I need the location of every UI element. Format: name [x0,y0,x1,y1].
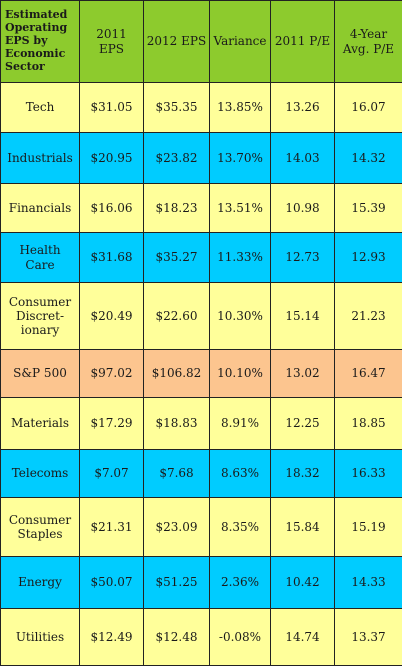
cell-4yr-avg-pe: 21.23 [335,283,402,350]
cell-2011-eps: $31.68 [80,233,144,283]
cell-2012-eps: $18.83 [144,398,210,450]
header-2012-eps: 2012 EPS [144,1,210,83]
cell-4yr-avg-pe: 15.39 [335,184,402,233]
cell-2012-eps: $7.68 [144,450,210,498]
cell-sector: Consumer Discret- ionary [1,283,80,350]
cell-4yr-avg-pe: 14.33 [335,557,402,609]
cell-2011-eps: $20.95 [80,133,144,184]
header-2011-eps: 2011 EPS [80,1,144,83]
cell-4yr-avg-pe: 16.33 [335,450,402,498]
table-row-total: S&P 500 $97.02 $106.82 10.10% 13.02 16.4… [1,350,402,398]
cell-sector: S&P 500 [1,350,80,398]
cell-2011-eps: $31.05 [80,83,144,133]
cell-2012-eps: $35.35 [144,83,210,133]
cell-sector: Health Care [1,233,80,283]
cell-sector: Financials [1,184,80,233]
cell-sector: Utilities [1,609,80,666]
cell-variance: 8.35% [210,498,271,557]
cell-2011-pe: 10.98 [271,184,335,233]
table-row: Consumer Discret- ionary $20.49 $22.60 1… [1,283,402,350]
cell-sector: Materials [1,398,80,450]
table-row: Energy $50.07 $51.25 2.36% 10.42 14.33 [1,557,402,609]
cell-2011-pe: 12.25 [271,398,335,450]
cell-2011-pe: 15.14 [271,283,335,350]
cell-2011-eps: $50.07 [80,557,144,609]
cell-2011-pe: 14.74 [271,609,335,666]
cell-2012-eps: $18.23 [144,184,210,233]
cell-2011-eps: $97.02 [80,350,144,398]
cell-2012-eps: $23.82 [144,133,210,184]
cell-4yr-avg-pe: 14.32 [335,133,402,184]
cell-2011-pe: 15.84 [271,498,335,557]
cell-4yr-avg-pe: 18.85 [335,398,402,450]
cell-2012-eps: $106.82 [144,350,210,398]
cell-4yr-avg-pe: 16.47 [335,350,402,398]
cell-2012-eps: $23.09 [144,498,210,557]
table-row: Consumer Staples $21.31 $23.09 8.35% 15.… [1,498,402,557]
table-row: Health Care $31.68 $35.27 11.33% 12.73 1… [1,233,402,283]
cell-4yr-avg-pe: 13.37 [335,609,402,666]
cell-2011-eps: $17.29 [80,398,144,450]
header-sector: Estimated Operating EPS by Economic Sect… [1,1,80,83]
cell-4yr-avg-pe: 15.19 [335,498,402,557]
cell-2011-pe: 13.26 [271,83,335,133]
table-row: Financials $16.06 $18.23 13.51% 10.98 15… [1,184,402,233]
cell-2011-eps: $7.07 [80,450,144,498]
table-row: Telecoms $7.07 $7.68 8.63% 18.32 16.33 [1,450,402,498]
cell-2011-eps: $21.31 [80,498,144,557]
cell-sector: Telecoms [1,450,80,498]
cell-variance: 10.30% [210,283,271,350]
table-header-row: Estimated Operating EPS by Economic Sect… [1,1,402,83]
cell-sector: Consumer Staples [1,498,80,557]
table-row: Utilities $12.49 $12.48 -0.08% 14.74 13.… [1,609,402,666]
cell-2011-eps: $20.49 [80,283,144,350]
cell-2011-pe: 10.42 [271,557,335,609]
cell-2011-pe: 12.73 [271,233,335,283]
cell-variance: 13.70% [210,133,271,184]
cell-variance: -0.08% [210,609,271,666]
cell-variance: 13.51% [210,184,271,233]
cell-variance: 2.36% [210,557,271,609]
cell-2012-eps: $22.60 [144,283,210,350]
cell-variance: 13.85% [210,83,271,133]
header-4yr-avg-pe: 4-Year Avg. P/E [335,1,402,83]
cell-4yr-avg-pe: 16.07 [335,83,402,133]
table-row: Tech $31.05 $35.35 13.85% 13.26 16.07 [1,83,402,133]
table-row: Industrials $20.95 $23.82 13.70% 14.03 1… [1,133,402,184]
cell-sector: Energy [1,557,80,609]
header-variance: Variance [210,1,271,83]
cell-2012-eps: $51.25 [144,557,210,609]
cell-sector: Industrials [1,133,80,184]
cell-4yr-avg-pe: 12.93 [335,233,402,283]
cell-variance: 11.33% [210,233,271,283]
cell-2011-eps: $12.49 [80,609,144,666]
cell-2011-pe: 13.02 [271,350,335,398]
cell-2012-eps: $35.27 [144,233,210,283]
cell-variance: 10.10% [210,350,271,398]
cell-2012-eps: $12.48 [144,609,210,666]
cell-2011-pe: 14.03 [271,133,335,184]
cell-sector: Tech [1,83,80,133]
header-2011-pe: 2011 P/E [271,1,335,83]
cell-variance: 8.63% [210,450,271,498]
cell-2011-eps: $16.06 [80,184,144,233]
cell-variance: 8.91% [210,398,271,450]
table-row: Materials $17.29 $18.83 8.91% 12.25 18.8… [1,398,402,450]
cell-2011-pe: 18.32 [271,450,335,498]
